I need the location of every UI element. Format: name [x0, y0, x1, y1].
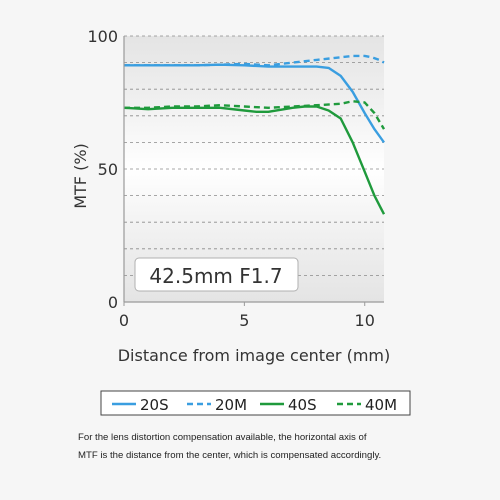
y-tick-label: 0 [108, 293, 118, 312]
lens-label: 42.5mm F1.7 [149, 264, 282, 288]
x-tick-label: 10 [355, 311, 375, 330]
legend-label-40m: 40M [365, 396, 397, 414]
series-line-40s [123, 105, 386, 215]
y-axis-title: MTF (%) [71, 143, 90, 209]
footnote: For the lens distortion compensation ava… [78, 429, 478, 465]
x-tick-label: 5 [239, 311, 249, 330]
y-tick-label: 100 [87, 27, 118, 46]
footnote-line-1: For the lens distortion compensation ava… [78, 432, 367, 443]
series-line-20s [124, 63, 385, 144]
x-axis-title: Distance from image center (mm) [118, 346, 391, 365]
y-tick-label: 50 [98, 160, 118, 179]
legend-label-20m: 20M [215, 396, 247, 414]
footnote-line-2: MTF is the distance from the center, whi… [78, 450, 382, 461]
x-tick-label: 0 [119, 311, 129, 330]
legend-label-40s: 40S [288, 396, 317, 414]
series-line-40m [124, 99, 386, 130]
legend-label-20s: 20S [140, 396, 169, 414]
lens-label-box [134, 257, 299, 292]
mtf-chart: 0 50 100 0 5 10 42.5mm F1.7 MTF (%) Distance … [71, 27, 411, 416]
